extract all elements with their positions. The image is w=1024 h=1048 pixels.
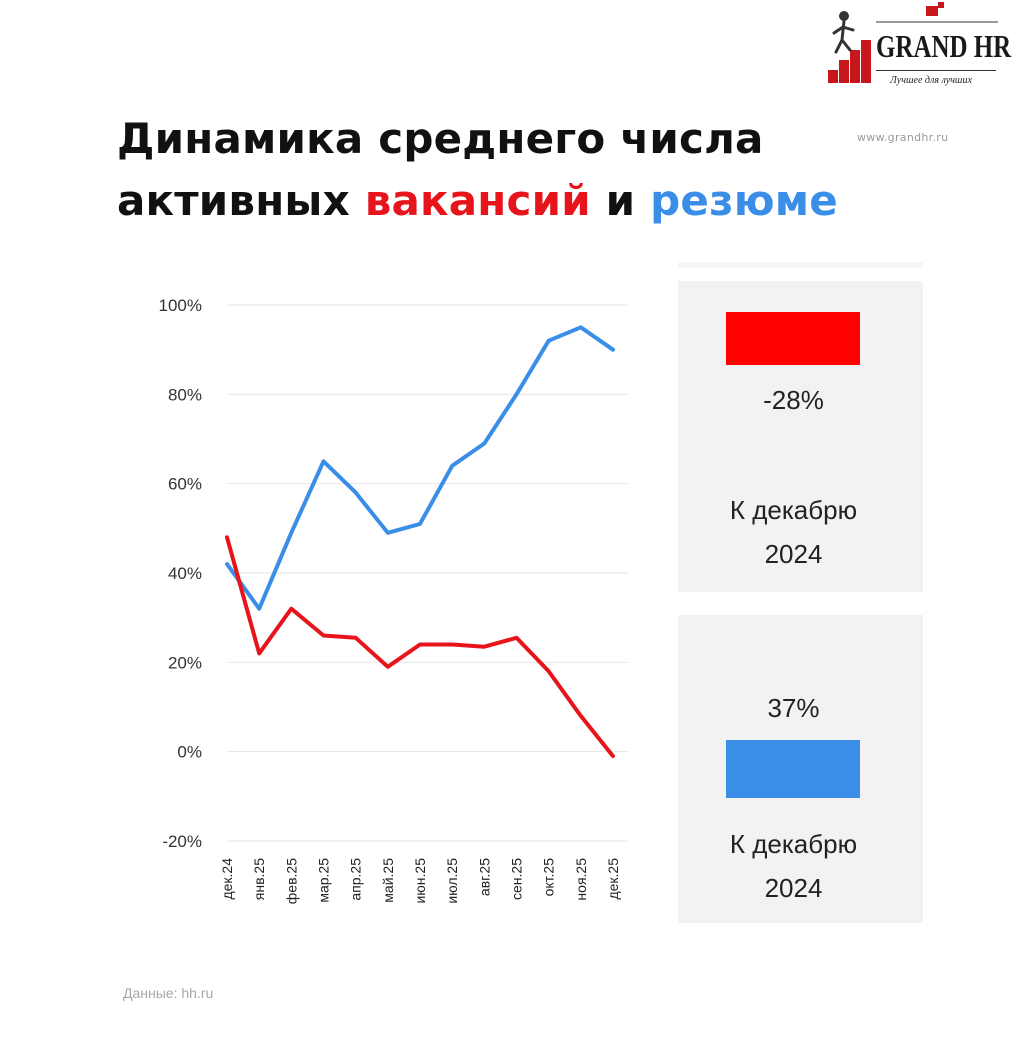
series-line-vacancies	[225, 535, 615, 759]
chart-series	[225, 325, 615, 759]
website-url: www.grandhr.ru	[857, 131, 949, 144]
card-top-strip	[678, 262, 923, 268]
y-tick-label: 40%	[168, 564, 202, 583]
vacancies-change-caption: К декабрю 2024	[671, 488, 916, 576]
resumes-change-caption: К декабрю 2024	[671, 822, 916, 910]
series-line-resumes	[225, 325, 615, 611]
x-tick-label: фев.25	[283, 858, 299, 904]
x-tick-label: ноя.25	[573, 858, 589, 901]
x-tick-label: июн.25	[412, 858, 428, 904]
logo-tagline: Лучшее для лучших	[890, 75, 972, 86]
title-line-2: активных вакансий и резюме	[117, 170, 838, 232]
y-axis-ticks: 100% 80% 60% 40% 20% 0% -20%	[159, 296, 202, 851]
x-tick-label: июл.25	[444, 858, 460, 904]
vacancies-color-swatch	[726, 312, 860, 365]
y-tick-label: 60%	[168, 475, 202, 494]
logo-divider	[876, 70, 996, 71]
y-tick-label: 0%	[177, 743, 202, 762]
title-line-1: Динамика среднего числа	[117, 114, 764, 163]
x-tick-label: окт.25	[541, 858, 557, 897]
line-chart: 100% 80% 60% 40% 20% 0% -20% дек.24 янв.25 фев.2…	[159, 296, 628, 904]
grand-hr-logo	[828, 2, 998, 83]
x-tick-label: дек.24	[219, 858, 235, 900]
x-tick-label: авг.25	[476, 858, 492, 896]
y-tick-label: 20%	[168, 653, 202, 672]
caption-line-2: 2024	[764, 873, 823, 903]
y-tick-label: 100%	[159, 296, 202, 315]
logo-text: GRAND HR	[876, 28, 1012, 64]
caption-line-1: К декабрю	[729, 829, 858, 859]
y-tick-label: -20%	[162, 832, 202, 851]
x-tick-label: мар.25	[316, 858, 332, 903]
resumes-change-value: 37%	[767, 693, 820, 723]
title-vacancies: вакансий	[364, 176, 591, 225]
x-tick-label: янв.25	[251, 858, 267, 900]
title-prefix: активных	[117, 176, 365, 225]
resumes-color-swatch	[726, 740, 860, 798]
vacancies-change-value: -28%	[763, 385, 824, 415]
x-tick-label: апр.25	[348, 858, 364, 901]
chart-grid	[227, 304, 628, 842]
x-axis-ticks: дек.24 янв.25 фев.25 мар.25 апр.25 май.25 июн.…	[219, 858, 621, 904]
page-title: Динамика среднего числа активных ваканси…	[117, 108, 838, 232]
x-tick-label: дек.25	[605, 858, 621, 900]
title-conjunction: и	[590, 176, 651, 225]
data-source: Данные: hh.ru	[123, 985, 214, 1001]
x-tick-label: сен.25	[509, 858, 525, 900]
y-tick-label: 80%	[168, 385, 202, 404]
caption-line-1: К декабрю	[729, 495, 858, 525]
x-tick-label: май.25	[380, 858, 396, 903]
title-resumes: резюме	[650, 176, 838, 225]
caption-line-2: 2024	[764, 539, 823, 569]
